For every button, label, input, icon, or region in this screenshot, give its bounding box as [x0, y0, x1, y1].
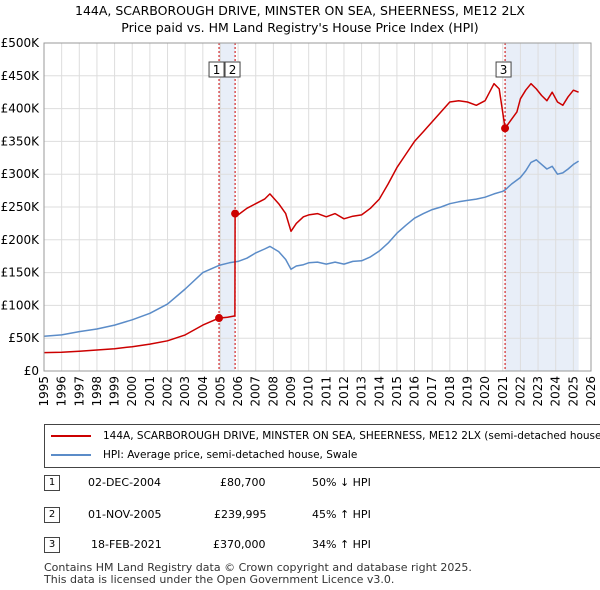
y-tick-label: £400K	[1, 102, 41, 116]
legend: 144A, SCARBOROUGH DRIVE, MINSTER ON SEA,…	[44, 424, 600, 468]
legend-label-hpi: HPI: Average price, semi-detached house,…	[103, 449, 358, 461]
y-tick-label: £0	[24, 364, 39, 378]
tx-date: 01-NOV-2005	[88, 508, 162, 521]
legend-item-hpi: HPI: Average price, semi-detached house,…	[51, 446, 357, 464]
tx-hpi: 34% ↑ HPI	[312, 538, 371, 551]
transaction-box-label: 1	[213, 63, 221, 77]
x-tick-label: 1995	[37, 376, 51, 407]
x-tick-label: 2006	[231, 376, 245, 407]
x-tick-label: 2001	[143, 376, 157, 407]
tx-number: 2	[44, 507, 60, 523]
x-tick-label: 2003	[178, 376, 192, 407]
tx-number: 1	[44, 475, 60, 491]
x-tick-label: 2004	[196, 376, 210, 407]
transaction-marker	[501, 124, 510, 133]
x-tick-label: 2013	[355, 376, 369, 407]
tx-hpi: 45% ↑ HPI	[312, 508, 371, 521]
x-tick-label: 2014	[372, 376, 386, 407]
transaction-box	[224, 61, 241, 78]
x-tick-label: 2007	[249, 376, 263, 407]
x-tick-label: 2022	[513, 376, 527, 407]
x-tick-label: 2019	[460, 376, 474, 407]
y-tick-label: £300K	[1, 167, 41, 181]
series-line-hpi	[43, 159, 580, 337]
legend-swatch-property	[51, 435, 91, 437]
x-tick-label: 2020	[478, 376, 492, 407]
x-tick-label: 1996	[55, 376, 69, 407]
x-tick-label: 2026	[584, 376, 598, 407]
tx-hpi: 50% ↓ HPI	[312, 476, 371, 489]
x-tick-label: 2012	[337, 376, 351, 407]
x-tick-label: 2024	[549, 376, 563, 407]
legend-label-property: 144A, SCARBOROUGH DRIVE, MINSTER ON SEA,…	[103, 430, 600, 442]
x-tick-label: 2008	[266, 376, 280, 407]
tx-date: 02-DEC-2004	[88, 476, 162, 489]
legend-swatch-hpi	[51, 454, 91, 456]
series-line-property	[43, 82, 579, 354]
plot-frame	[43, 42, 592, 372]
y-tick-label: £450K	[1, 69, 41, 83]
y-tick-label: £200K	[1, 233, 41, 247]
y-tick-label: £350K	[1, 134, 41, 148]
title-line-2: Price paid vs. HM Land Registry's House …	[121, 20, 479, 35]
x-tick-label: 1997	[72, 376, 86, 407]
legend-item-property: 144A, SCARBOROUGH DRIVE, MINSTER ON SEA,…	[51, 427, 600, 445]
x-tick-label: 1998	[90, 376, 104, 407]
transaction-box	[208, 61, 225, 78]
footer-copyright: Contains HM Land Registry data © Crown c…	[44, 561, 472, 574]
y-tick-label: £150K	[1, 266, 41, 280]
x-tick-label: 2016	[408, 376, 422, 407]
x-tick-label: 2010	[302, 376, 316, 407]
transaction-marker	[231, 209, 240, 218]
tx-number: 3	[44, 537, 60, 553]
footer: Contains HM Land Registry data © Crown c…	[44, 562, 472, 586]
y-tick-label: £250K	[1, 200, 41, 214]
x-tick-label: 2018	[443, 376, 457, 407]
x-tick-label: 1999	[108, 376, 122, 407]
x-tick-label: 2002	[161, 376, 175, 407]
x-tick-label: 2017	[425, 376, 439, 407]
chart-title: 144A, SCARBOROUGH DRIVE, MINSTER ON SEA,…	[0, 2, 600, 36]
x-tick-label: 2023	[531, 376, 545, 407]
y-tick-label: £100K	[1, 298, 41, 312]
x-tick-label: 2025	[566, 376, 580, 407]
transaction-box	[495, 61, 512, 78]
x-tick-label: 2009	[284, 376, 298, 407]
tx-date: 18-FEB-2021	[91, 538, 162, 551]
x-tick-label: 2000	[125, 376, 139, 407]
transaction-box-label: 3	[500, 63, 508, 77]
footer-licence: This data is licensed under the Open Gov…	[44, 573, 395, 586]
x-tick-label: 2011	[319, 376, 333, 407]
transaction-marker	[215, 314, 224, 323]
tx-price: £370,000	[213, 538, 266, 551]
x-tick-label: 2015	[390, 376, 404, 407]
transaction-box-label: 2	[229, 63, 237, 77]
x-tick-label: 2021	[496, 376, 510, 407]
x-tick-label: 2005	[213, 376, 227, 407]
y-tick-label: £50K	[8, 331, 40, 345]
tx-price: £239,995	[214, 508, 267, 521]
tx-price: £80,700	[220, 476, 266, 489]
y-tick-label: £500K	[1, 36, 41, 50]
title-line-1: 144A, SCARBOROUGH DRIVE, MINSTER ON SEA,…	[75, 3, 525, 18]
